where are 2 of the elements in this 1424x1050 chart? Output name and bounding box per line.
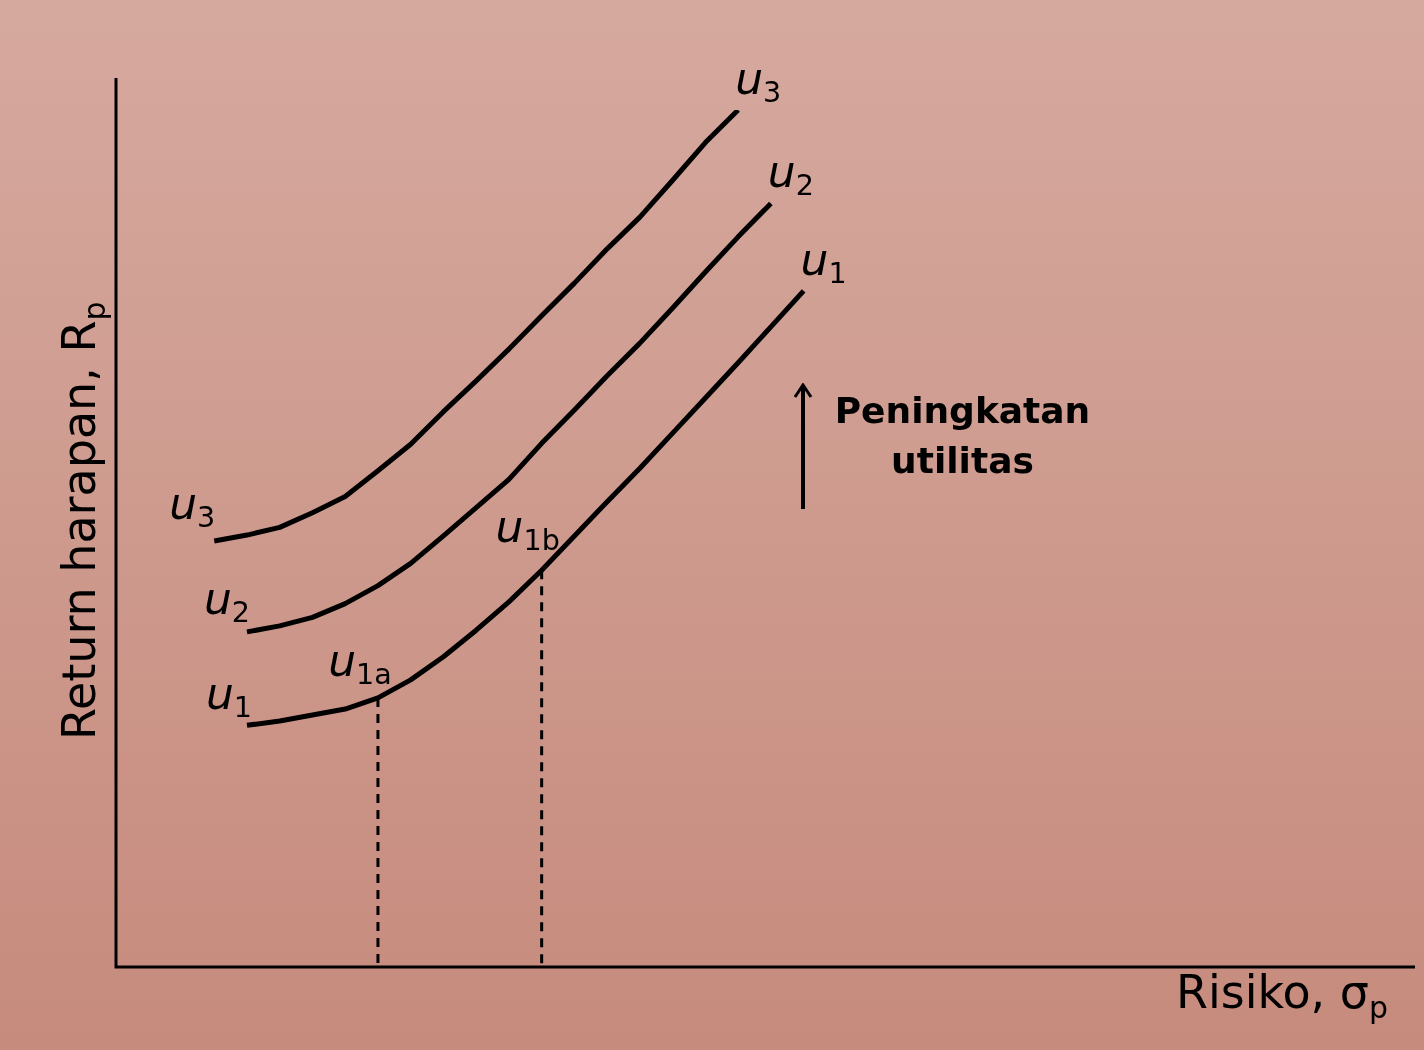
x-axis-title: Risiko, σ$_{p}$ — [1175, 965, 1388, 1026]
annotation: Peningkatan utilitas — [833, 389, 1092, 483]
